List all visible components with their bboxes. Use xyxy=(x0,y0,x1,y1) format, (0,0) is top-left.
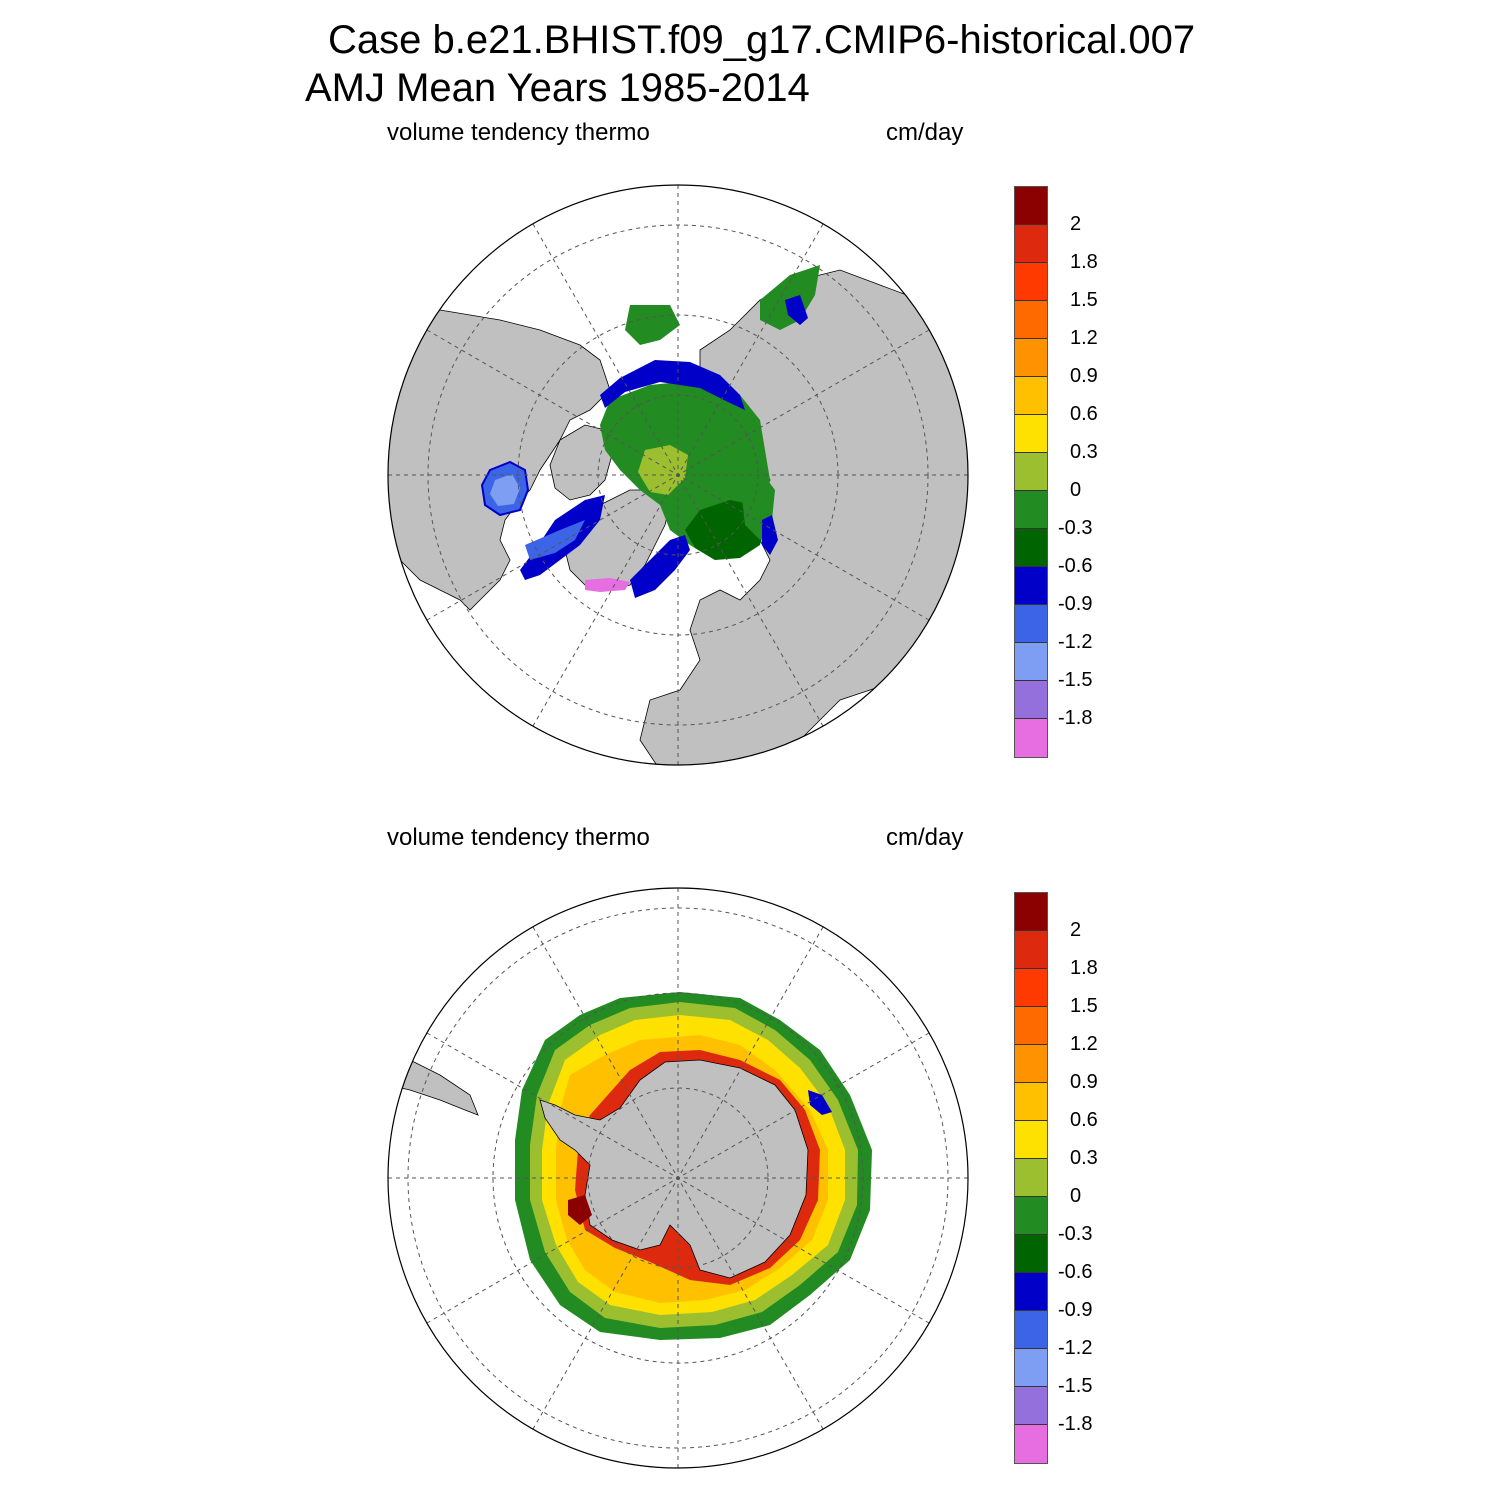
north-map-frame xyxy=(387,184,969,766)
north-graticule xyxy=(388,185,968,765)
colorbar-swatch xyxy=(1015,187,1047,225)
colorbar-tick-label: -0.9 xyxy=(1058,593,1093,615)
colorbar-swatch xyxy=(1015,1273,1047,1311)
colorbar-tick-label: 1.2 xyxy=(1070,327,1098,349)
colorbar-tick-label: 1.8 xyxy=(1070,957,1098,979)
colorbar-swatch xyxy=(1015,1235,1047,1273)
north-ice-bering xyxy=(625,305,680,345)
colorbar-tick-label: 0.9 xyxy=(1070,365,1098,387)
south-ice-negative-patch xyxy=(808,1090,832,1115)
south-colorbar xyxy=(1014,892,1048,1464)
colorbar-tick-label: 0.3 xyxy=(1070,441,1098,463)
north-ice-pole xyxy=(638,445,688,495)
colorbar-tick-label: -1.8 xyxy=(1058,707,1093,729)
colorbar-tick-label: 0.6 xyxy=(1070,403,1098,425)
south-graticule xyxy=(388,888,968,1468)
colorbar-tick-label: 0.6 xyxy=(1070,1109,1098,1131)
colorbar-tick-label: -1.5 xyxy=(1058,669,1093,691)
colorbar-tick-label: -0.3 xyxy=(1058,1223,1093,1245)
colorbar-swatch xyxy=(1015,1159,1047,1197)
south-polar-map xyxy=(388,888,968,1468)
colorbar-swatch xyxy=(1015,377,1047,415)
south-field-label: volume tendency thermo xyxy=(387,824,650,851)
north-ice-siberian-edge xyxy=(600,360,745,410)
colorbar-swatch xyxy=(1015,1121,1047,1159)
south-map-frame xyxy=(387,887,969,1469)
colorbar-swatch xyxy=(1015,1007,1047,1045)
colorbar-tick-label: 1.8 xyxy=(1070,251,1098,273)
colorbar-swatch xyxy=(1015,263,1047,301)
colorbar-swatch xyxy=(1015,301,1047,339)
north-field-label: volume tendency thermo xyxy=(387,119,650,146)
colorbar-swatch xyxy=(1015,643,1047,681)
colorbar-tick-label: -1.5 xyxy=(1058,1375,1093,1397)
north-ice-barents-edge xyxy=(762,515,778,555)
colorbar-tick-label: -0.3 xyxy=(1058,517,1093,539)
colorbar-tick-label: 1.2 xyxy=(1070,1033,1098,1055)
colorbar-tick-label: 2 xyxy=(1070,213,1082,235)
colorbar-swatch xyxy=(1015,1045,1047,1083)
north-ice-okhotsk xyxy=(760,265,820,330)
north-ice-purple-edge xyxy=(585,578,630,592)
colorbar-swatch xyxy=(1015,1349,1047,1387)
colorbar-tick-label: -0.6 xyxy=(1058,1261,1093,1283)
colorbar-tick-label: 2 xyxy=(1070,919,1082,941)
north-units-label: cm/day xyxy=(886,119,964,146)
colorbar-swatch xyxy=(1015,1197,1047,1235)
colorbar-tick-label: 1.5 xyxy=(1070,289,1098,311)
colorbar-swatch xyxy=(1015,529,1047,567)
colorbar-tick-label: 1.5 xyxy=(1070,995,1098,1017)
colorbar-tick-label: -1.2 xyxy=(1058,1337,1093,1359)
colorbar-swatch xyxy=(1015,453,1047,491)
north-ice-hudson-inner xyxy=(490,474,520,506)
colorbar-tick-label: -1.2 xyxy=(1058,631,1093,653)
colorbar-tick-label: 0.9 xyxy=(1070,1071,1098,1093)
colorbar-swatch xyxy=(1015,225,1047,263)
case-title: Case b.e21.BHIST.f09_g17.CMIP6-historica… xyxy=(328,18,1196,62)
colorbar-tick-label: 0 xyxy=(1070,1185,1082,1207)
colorbar-swatch xyxy=(1015,567,1047,605)
colorbar-swatch xyxy=(1015,1387,1047,1425)
north-colorbar xyxy=(1014,186,1048,758)
colorbar-swatch xyxy=(1015,719,1047,757)
colorbar-tick-label: 0.3 xyxy=(1070,1147,1098,1169)
north-ice-east-greenland xyxy=(630,535,690,598)
colorbar-tick-label: 0 xyxy=(1070,479,1082,501)
colorbar-swatch xyxy=(1015,1083,1047,1121)
north-ice-baffin-light xyxy=(525,520,585,560)
colorbar-tick-label: -0.6 xyxy=(1058,555,1093,577)
north-polar-map xyxy=(388,185,968,765)
colorbar-swatch xyxy=(1015,339,1047,377)
colorbar-swatch xyxy=(1015,415,1047,453)
colorbar-swatch xyxy=(1015,491,1047,529)
colorbar-swatch xyxy=(1015,1425,1047,1463)
south-units-label: cm/day xyxy=(886,824,964,851)
colorbar-swatch xyxy=(1015,893,1047,931)
colorbar-tick-label: -1.8 xyxy=(1058,1413,1093,1435)
colorbar-swatch xyxy=(1015,681,1047,719)
south-ice-ross-sea-dark xyxy=(568,1195,592,1225)
period-title: AMJ Mean Years 1985-2014 xyxy=(305,66,810,110)
north-ice-okhotsk-edge xyxy=(785,295,808,325)
colorbar-tick-label: -0.9 xyxy=(1058,1299,1093,1321)
colorbar-swatch xyxy=(1015,1311,1047,1349)
colorbar-swatch xyxy=(1015,969,1047,1007)
colorbar-swatch xyxy=(1015,931,1047,969)
colorbar-swatch xyxy=(1015,605,1047,643)
